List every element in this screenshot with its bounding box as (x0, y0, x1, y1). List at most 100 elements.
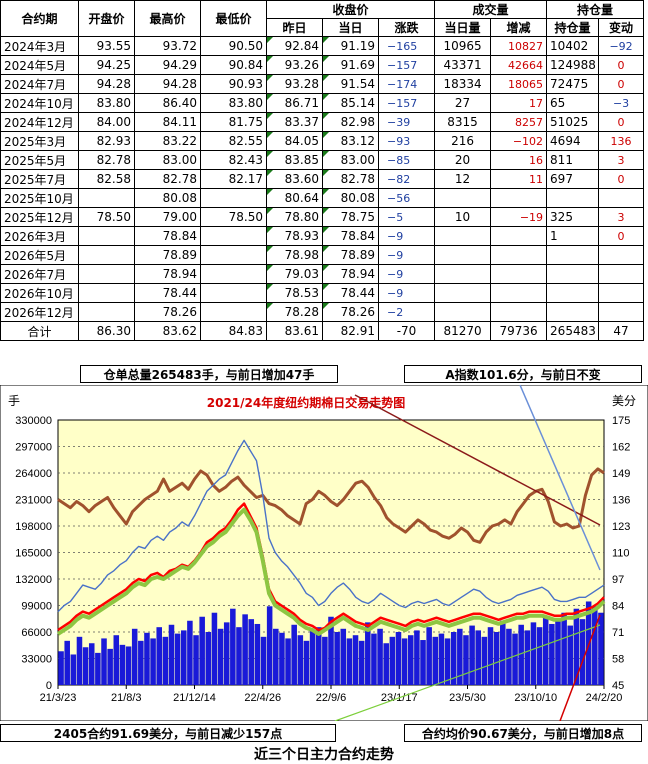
cell-prev: 86.71 (266, 93, 323, 113)
cell-marker (267, 170, 273, 176)
cell-today: 78.75 (322, 207, 379, 227)
volume-bar (180, 630, 187, 685)
cell-today: 91.69 (322, 55, 379, 75)
volume-bar (150, 638, 156, 685)
cell-oichg (598, 264, 645, 284)
cell-prev: 79.03 (266, 264, 323, 284)
chart-title: 2021/24年度纽约期棉日交易走势图 (207, 395, 405, 410)
x-tick-label: 24/2/20 (586, 692, 623, 704)
table-row: 2024年12月 84.00 84.11 81.75 83.37 82.98 −39 8315… (0, 112, 645, 132)
cell-marker (323, 189, 329, 195)
right-tick-label: 110 (612, 548, 630, 560)
cell-value: 92.84 (284, 39, 319, 53)
volume-bar (279, 632, 285, 685)
annotation-arrow-blue (519, 384, 601, 571)
volume-bar (389, 636, 396, 685)
cell-oichg (598, 245, 645, 265)
cell-prev: 83.37 (266, 112, 323, 132)
cell-today: 83.00 (322, 150, 379, 170)
cell-contract: 2025年10月 (0, 188, 79, 208)
cell-marker (323, 75, 329, 81)
volume-bar (444, 638, 451, 685)
cell-inc (490, 264, 548, 284)
cell-change: −9 (377, 283, 436, 303)
volume-bar (125, 646, 132, 685)
cell-oichg: 0 (598, 55, 645, 75)
cell-contract: 2025年5月 (0, 150, 79, 170)
table-row: 2025年7月 82.58 82.78 82.17 83.60 82.78 −82 12 11 6… (0, 169, 645, 189)
cell-high: 93.72 (134, 36, 201, 56)
header-oi: 持仓量 (546, 18, 600, 37)
cell-marker (267, 132, 273, 138)
right-tick-label: 45 (612, 680, 624, 692)
volume-bar (561, 612, 567, 685)
cell-high: 82.78 (134, 169, 201, 189)
table-row: 2026年12月 78.26 78.28 78.26 −2 (0, 302, 645, 322)
cell-marker (267, 227, 273, 233)
volume-bar (542, 615, 549, 685)
cell-vol: 216 (434, 131, 492, 151)
cell-oi: 811 (546, 150, 600, 170)
cell-inc: 18065 (490, 74, 548, 94)
cell-today: 82.78 (322, 169, 379, 189)
cell-value: 78.93 (284, 229, 319, 243)
volume-bar (266, 606, 273, 685)
volume-bar (450, 632, 457, 685)
x-tick-label: 23/5/30 (449, 692, 486, 704)
cell-marker (267, 75, 273, 81)
cell-high: 84.11 (134, 112, 201, 132)
cell-contract: 2026年3月 (0, 226, 79, 246)
cell-prev: 93.26 (266, 55, 323, 75)
cotton-futures-chart: 0 33000 66000 99000 132000 165000 198000 231000… (0, 384, 648, 722)
cell-vol: 12 (434, 169, 492, 189)
volume-bar (334, 632, 340, 685)
cell-open: 93.55 (78, 36, 135, 56)
cell-open: 82.58 (78, 169, 135, 189)
header-low: 最低价 (200, 0, 267, 37)
cell-low (200, 302, 267, 322)
cell-value: 82.98 (340, 115, 375, 129)
volume-bar (303, 640, 310, 685)
cell-prev: 80.64 (266, 188, 323, 208)
table-row: 2025年5月 82.78 83.00 82.43 83.85 83.00 −85 20 16 8… (0, 150, 645, 170)
right-tick-label: 175 (612, 415, 630, 427)
cell-today: 80.08 (322, 188, 379, 208)
cell-marker (267, 151, 273, 157)
cell-vol (434, 302, 492, 322)
cell-marker (323, 113, 329, 119)
header-oi-group: 持仓量 (546, 0, 645, 19)
cell-oi: 51025 (546, 112, 600, 132)
table-row: 2024年10月 83.80 86.40 83.80 86.71 85.14 −157 27 1… (0, 93, 645, 113)
total-high: 83.62 (134, 321, 201, 341)
table-row: 2025年10月 80.08 80.64 80.08 −56 (0, 188, 645, 208)
left-unit-label: 手 (8, 394, 20, 408)
annotation-arrow-red (559, 614, 601, 722)
cell-inc (490, 226, 548, 246)
total-inc: 79736 (490, 321, 548, 341)
volume-bar (156, 627, 162, 685)
cell-inc: 17 (490, 93, 548, 113)
left-tick-label: 231000 (15, 495, 52, 507)
cell-value: 91.69 (340, 58, 375, 72)
cell-high: 80.08 (134, 188, 201, 208)
cell-marker (323, 303, 329, 309)
cell-oichg: 0 (598, 226, 645, 246)
cell-open (78, 264, 135, 284)
volume-bar (579, 619, 586, 685)
left-tick-label: 132000 (15, 574, 52, 586)
cell-oi: 325 (546, 207, 600, 227)
cell-high: 83.00 (134, 150, 201, 170)
cell-prev: 84.05 (266, 131, 323, 151)
volume-bar (260, 636, 267, 685)
cell-inc (490, 188, 548, 208)
cell-open (78, 226, 135, 246)
cell-open: 82.78 (78, 150, 135, 170)
cell-low: 90.84 (200, 55, 267, 75)
cell-change: −9 (377, 264, 436, 284)
cell-marker (267, 246, 273, 252)
volume-bar (64, 640, 70, 685)
cell-marker (323, 227, 329, 233)
cell-open (78, 302, 135, 322)
volume-bar (211, 612, 218, 685)
right-tick-label: 97 (612, 574, 624, 586)
